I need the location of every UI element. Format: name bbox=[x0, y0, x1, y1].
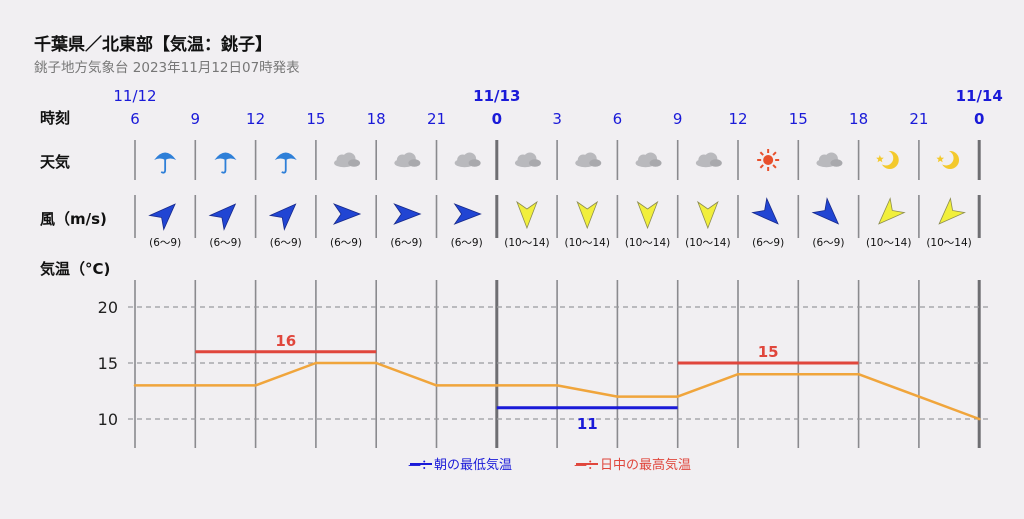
wind-arrow-icon bbox=[697, 200, 719, 230]
cloud-icon bbox=[394, 152, 421, 168]
wind-speed-label: (10～14) bbox=[926, 237, 971, 249]
wind-speed-label: (6～9) bbox=[812, 237, 844, 249]
legend-max-label: —：日中の最高気温 bbox=[574, 457, 691, 473]
wind-arrow-icon bbox=[393, 203, 422, 225]
y-tick-label: 15 bbox=[98, 354, 118, 373]
hour-tick-label: 15 bbox=[789, 110, 808, 128]
y-tick-label: 20 bbox=[98, 298, 118, 317]
temperature-point bbox=[857, 372, 860, 376]
hour-tick-label: 21 bbox=[427, 110, 446, 128]
wind-arrow-icon bbox=[516, 200, 538, 230]
date-label: 11/12 bbox=[113, 87, 156, 105]
moon-icon bbox=[876, 150, 899, 169]
wind-speed-label: (6～9) bbox=[390, 237, 422, 249]
chart-marks: 11/12 11/13 11/14 6 9 12 15 18 21 0 3 6 9 12 15 18 21 0 (6… bbox=[113, 87, 1002, 433]
umbrella-icon bbox=[154, 152, 177, 174]
wind-speed-label: (10～14) bbox=[866, 237, 911, 249]
wind-arrow-icon bbox=[268, 203, 297, 231]
temperature-point bbox=[435, 384, 438, 387]
umbrella-icon bbox=[274, 152, 297, 174]
temp-row-label: 気温（°C) bbox=[40, 260, 110, 278]
date-label: 11/13 bbox=[473, 87, 520, 105]
chart-grid: 10 15 20 bbox=[98, 140, 990, 448]
cloud-icon bbox=[514, 152, 541, 168]
wind-arrow-icon bbox=[148, 203, 176, 231]
y-tick-label: 10 bbox=[98, 410, 118, 429]
cloud-icon bbox=[454, 152, 481, 168]
temperature-point bbox=[495, 384, 499, 387]
sun-icon bbox=[757, 149, 780, 171]
temperature-point bbox=[917, 395, 921, 398]
hour-tick-label: 18 bbox=[367, 110, 386, 128]
wind-speed-label: (6～9) bbox=[752, 237, 784, 249]
wind-speed-label: (6～9) bbox=[209, 237, 241, 249]
wind-arrow-icon bbox=[208, 203, 237, 231]
temperature-point bbox=[374, 361, 378, 365]
max-temp-label: 15 bbox=[758, 343, 779, 361]
wind-arrow-icon bbox=[751, 197, 779, 225]
hour-tick-label: 0 bbox=[492, 110, 502, 128]
wind-speed-label: (10～14) bbox=[685, 237, 730, 249]
hour-tick-label: 6 bbox=[130, 110, 140, 128]
temperature-point bbox=[616, 395, 619, 398]
temperature-point bbox=[676, 395, 679, 398]
hour-tick-label: 12 bbox=[246, 110, 265, 128]
hour-tick-label: 9 bbox=[191, 110, 201, 128]
hour-tick-label: 9 bbox=[673, 110, 683, 128]
temperature-point bbox=[254, 384, 257, 387]
temperature-point bbox=[314, 361, 318, 365]
cloud-icon bbox=[695, 152, 722, 168]
wind-row-label: 風（m/s) bbox=[40, 210, 107, 228]
umbrella-icon bbox=[214, 152, 237, 174]
wind-speed-label: (10～14) bbox=[565, 237, 610, 249]
wind-arrow-icon bbox=[453, 203, 482, 225]
wind-arrow-icon bbox=[576, 200, 599, 230]
hour-tick-label: 18 bbox=[849, 110, 868, 128]
wind-arrow-icon bbox=[811, 197, 840, 225]
hour-tick-label: 21 bbox=[909, 110, 928, 128]
temperature-point bbox=[194, 384, 197, 387]
weather-row-label: 天気 bbox=[40, 153, 70, 171]
hour-tick-label: 12 bbox=[728, 110, 747, 128]
date-label: 11/14 bbox=[956, 87, 1003, 105]
cloud-icon bbox=[334, 152, 361, 168]
hour-tick-label: 6 bbox=[613, 110, 623, 128]
cloud-icon bbox=[816, 152, 843, 168]
wind-arrow-icon bbox=[938, 197, 966, 225]
wind-speed-label: (10～14) bbox=[504, 237, 549, 249]
legend-min-label: —：朝の最低気温 bbox=[408, 457, 512, 473]
wind-speed-label: (6～9) bbox=[149, 237, 181, 249]
page-subtitle: 銚子地方気象台 2023年11月12日07時発表 bbox=[34, 60, 300, 76]
temperature-point bbox=[555, 384, 559, 387]
min-temp-label: 11 bbox=[577, 415, 598, 433]
temperature-point bbox=[133, 384, 137, 387]
wind-arrow-icon bbox=[878, 197, 906, 225]
page-title: 千葉県／北東部【気温：銚子】 bbox=[34, 35, 272, 55]
cloud-icon bbox=[635, 152, 662, 168]
hour-tick-label: 15 bbox=[306, 110, 325, 128]
max-temp-label: 16 bbox=[275, 332, 296, 350]
time-row-label: 時刻 bbox=[40, 109, 70, 127]
wind-speed-label: (10～14) bbox=[625, 237, 670, 249]
hour-tick-label: 0 bbox=[974, 110, 984, 128]
wind-arrow-icon bbox=[332, 203, 362, 225]
wind-arrow-icon bbox=[636, 200, 659, 230]
moon-icon bbox=[936, 150, 960, 169]
hour-tick-label: 3 bbox=[552, 110, 562, 128]
cloud-icon bbox=[575, 152, 602, 168]
wind-speed-label: (6～9) bbox=[270, 237, 302, 249]
wind-speed-label: (6～9) bbox=[330, 237, 362, 249]
temperature-point bbox=[797, 372, 800, 376]
wind-speed-label: (6～9) bbox=[451, 237, 483, 249]
temperature-point bbox=[977, 417, 981, 421]
temperature-point bbox=[736, 372, 740, 376]
